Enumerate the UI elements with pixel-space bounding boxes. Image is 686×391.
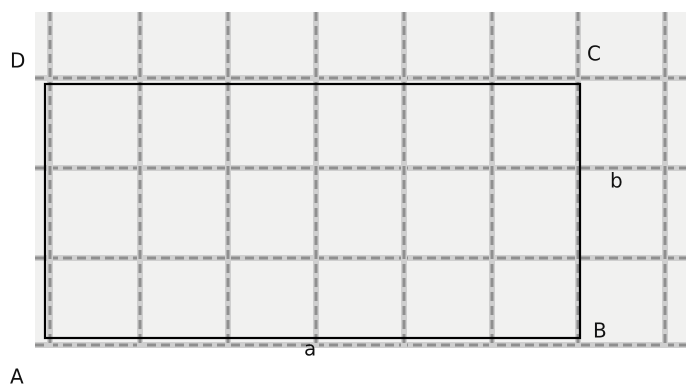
- side-label: a: [304, 337, 316, 361]
- vertex-label: C: [587, 42, 601, 66]
- vertex-label: B: [593, 319, 607, 343]
- side-label: b: [610, 169, 623, 193]
- diagram: D C B A a b: [0, 0, 686, 387]
- vertex-label: A: [10, 365, 24, 388]
- vertex-label: D: [10, 49, 25, 73]
- page: D C B A a b (() => { const data = JSON.p…: [0, 0, 686, 387]
